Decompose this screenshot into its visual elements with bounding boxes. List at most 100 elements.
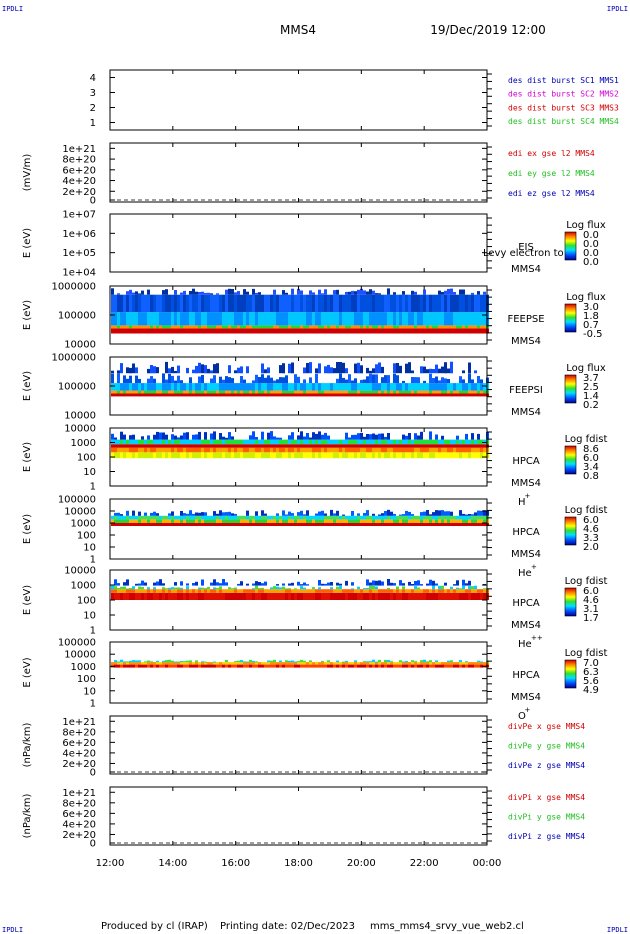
spectrogram-cell	[375, 586, 378, 590]
spectrogram-cell	[462, 444, 465, 448]
spectrogram-cell	[450, 452, 453, 459]
spectrogram-cell	[168, 659, 171, 663]
spectrogram-cell	[366, 515, 369, 520]
spectrogram-cell	[207, 664, 210, 668]
spectrogram-cell	[384, 523, 387, 526]
spectrogram-cell	[249, 294, 252, 313]
spectrogram-cell	[405, 661, 408, 663]
spectrogram-cell	[237, 393, 240, 397]
spectrogram-cell	[186, 444, 189, 448]
spectrogram-cell	[390, 447, 393, 453]
spectrogram-cell	[381, 523, 384, 526]
y-tick-label: 1	[90, 626, 96, 637]
spectrogram-cell	[168, 519, 171, 523]
spectrogram-cell	[399, 390, 402, 394]
spectrogram-cell	[153, 515, 156, 520]
spectrogram-cell	[261, 431, 264, 440]
spectrogram-cell	[168, 393, 171, 397]
spectrogram-cell	[282, 515, 285, 520]
spectrogram-cell	[381, 328, 384, 334]
spectrogram-cell	[321, 447, 324, 453]
spectrogram-cell	[129, 589, 132, 593]
spectrogram-cell	[462, 579, 465, 586]
spectrogram-cell	[237, 662, 240, 665]
spectrogram-cell	[285, 592, 288, 600]
spectrogram-cell	[270, 328, 273, 334]
spectrogram-cell	[111, 312, 114, 326]
colorbar-scale	[564, 445, 577, 475]
spectrogram-cell	[408, 664, 411, 668]
spectrogram-cell	[180, 664, 183, 668]
spectrogram-cell	[306, 433, 309, 440]
spectrogram-cell	[453, 584, 456, 586]
spectrogram-cell	[459, 328, 462, 334]
spectrogram-cell	[180, 380, 183, 384]
spectrogram-cell	[219, 383, 222, 391]
spectrogram-cell	[234, 662, 237, 665]
spectrogram-cell	[159, 390, 162, 394]
spectrogram-cell	[477, 447, 480, 453]
spectrogram-cell	[387, 390, 390, 394]
spectrogram-cell	[366, 291, 369, 295]
spectrogram-cell	[255, 519, 258, 523]
spectrogram-cell	[315, 439, 318, 445]
footer-produced-by: Produced by cl (IRAP)	[101, 921, 208, 932]
y-tick-label: 100	[77, 531, 96, 542]
spectrogram-cell	[261, 383, 264, 391]
spectrogram-cell	[315, 312, 318, 326]
spectrogram-cell	[282, 586, 285, 590]
spectrogram-cell	[219, 523, 222, 526]
spectrogram-cell	[180, 587, 183, 590]
spectrogram-cell	[192, 325, 195, 329]
spectrogram-cell	[156, 447, 159, 453]
spectrogram-cell	[393, 328, 396, 334]
spectrogram-cell	[225, 444, 228, 448]
spectrogram-cell	[213, 515, 216, 520]
spectrogram-cell	[417, 435, 420, 440]
spectrogram-cell	[258, 662, 261, 665]
spectrogram-cell	[330, 523, 333, 526]
spectrogram-cell	[393, 444, 396, 448]
spectrogram-cell	[306, 325, 309, 329]
spectrogram-cell	[426, 662, 429, 665]
spectrogram-cell	[336, 362, 339, 374]
y-tick-label: 6e+20	[62, 165, 96, 176]
spectrogram-cell	[345, 439, 348, 445]
spectrogram-cell	[366, 592, 369, 600]
spectrogram-cell	[201, 447, 204, 453]
spectrogram-cell	[282, 523, 285, 526]
spectrogram-cell	[339, 312, 342, 326]
spectrogram-cell	[480, 294, 483, 313]
y-axis-label: (nPa/km)	[22, 723, 33, 768]
spectrogram-cell	[114, 325, 117, 329]
spectrogram-cell	[438, 294, 441, 313]
spectrogram-cell	[213, 390, 216, 394]
spectrogram-cell	[438, 290, 441, 295]
spectrogram-cell	[213, 375, 216, 384]
spectrogram-cell	[417, 312, 420, 326]
spectrogram-cell	[297, 519, 300, 523]
spectrogram-cell	[324, 452, 327, 459]
spectrogram-cell	[462, 523, 465, 526]
spectrogram-cell	[372, 452, 375, 459]
spectrogram-cell	[213, 444, 216, 448]
spectrogram-cell	[138, 662, 141, 665]
spectrogram-cell	[210, 515, 213, 520]
spectrogram-cell	[432, 592, 435, 600]
y-axis-label: E (eV)	[22, 371, 33, 401]
spectrogram-cell	[306, 328, 309, 334]
spectrogram-cell	[114, 439, 117, 445]
spectrogram-cell	[213, 452, 216, 459]
spectrogram-cell	[141, 325, 144, 329]
spectrogram-cell	[354, 383, 357, 391]
spectrogram-cell	[441, 377, 444, 384]
spectrogram-cell	[294, 325, 297, 329]
spectrogram-cell	[258, 294, 261, 313]
spectrogram-cell	[324, 312, 327, 326]
spectrogram-cell	[276, 328, 279, 334]
spectrogram-cell	[291, 452, 294, 459]
spectrogram-cell	[198, 431, 201, 440]
